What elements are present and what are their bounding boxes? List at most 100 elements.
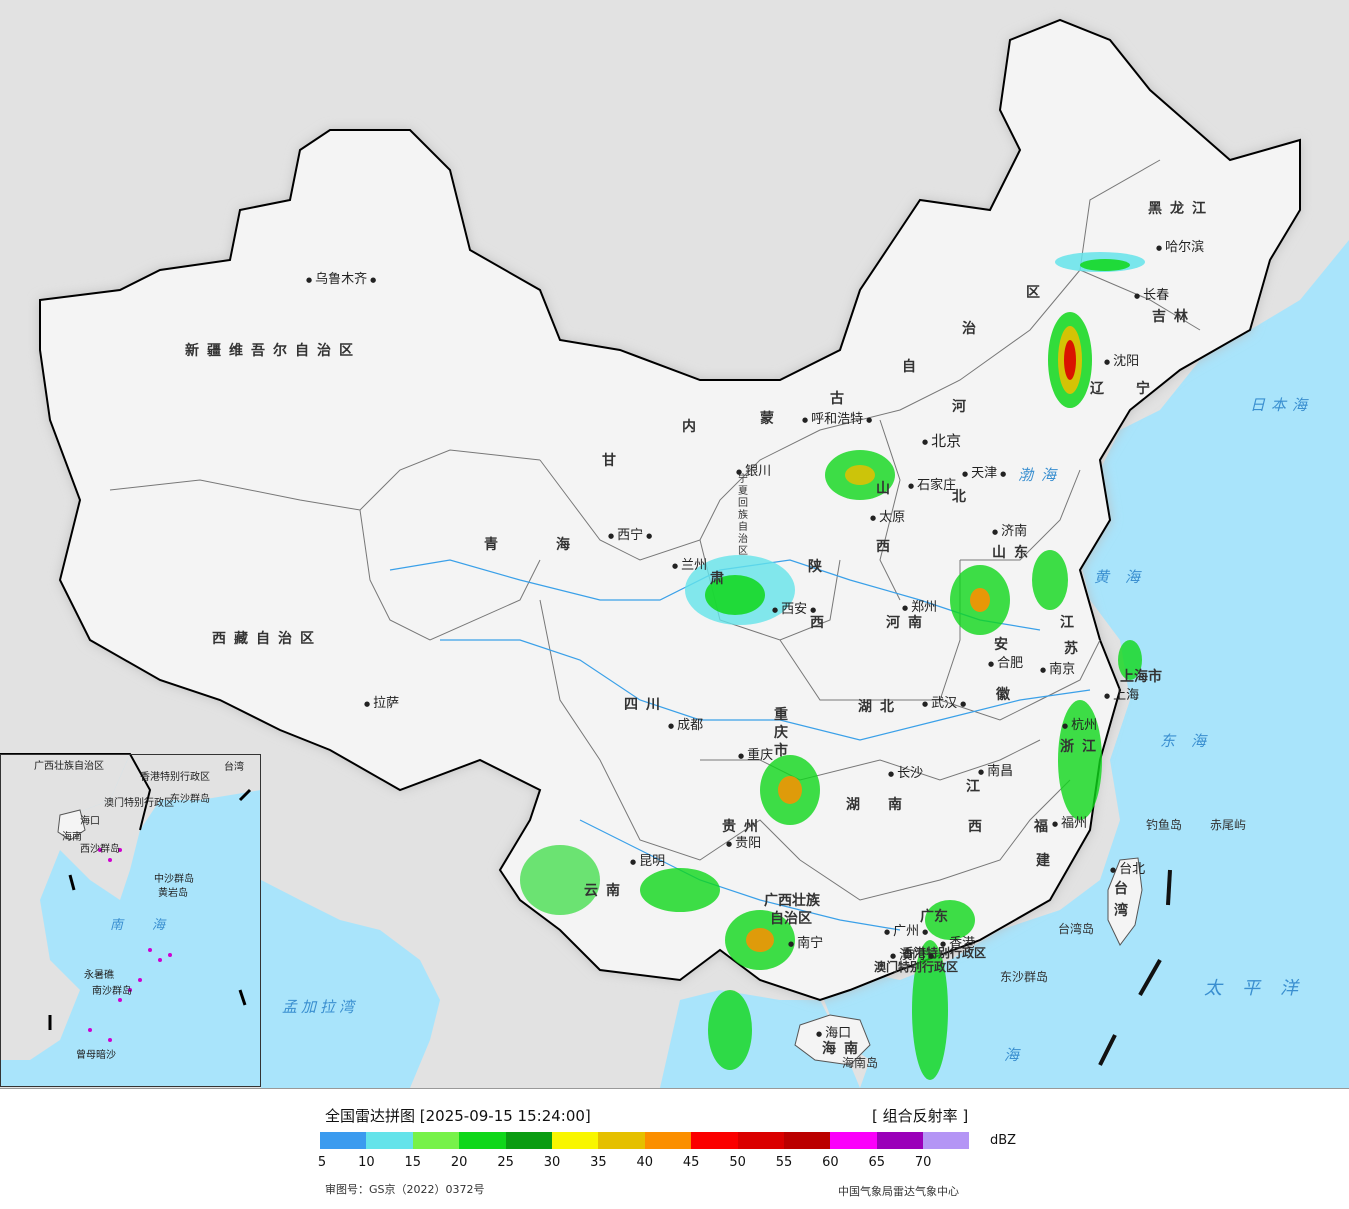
city-hangzhou: 杭州 — [1062, 714, 1097, 733]
inset-haikou: 海口 — [80, 816, 100, 827]
inset-macau: 澳门特别行政区 — [104, 798, 174, 809]
city-wuhan: 武汉 — [922, 692, 966, 711]
label-nmg-6: 区 — [1026, 285, 1040, 301]
label-taiwan-1: 台 — [1114, 881, 1128, 897]
label-jiangxi-1: 江 — [966, 779, 980, 795]
city-zhengzhou: 郑州 — [902, 596, 937, 615]
ocean — [820, 240, 1349, 1088]
city-hongkong: 香港 — [940, 932, 975, 951]
sea-yellow: 黄海 — [1094, 568, 1157, 586]
scale-swatch — [366, 1132, 413, 1149]
city-shenyang: 沈阳 — [1104, 350, 1139, 369]
inset-huangyan: 黄岩岛 — [158, 888, 188, 899]
scale-swatch — [737, 1132, 784, 1149]
ocean-bengal — [261, 880, 440, 1088]
inset-map — [0, 753, 261, 1087]
inset-guangxi: 广西壮族自治区 — [34, 761, 104, 772]
label-fujian-1: 福 — [1034, 819, 1048, 835]
scale-swatch — [783, 1132, 831, 1149]
scale-tick: 25 — [497, 1155, 514, 1170]
inset-nansha: 南沙群岛 — [92, 986, 132, 997]
label-xinjiang: 新疆维吾尔自治区 — [185, 343, 361, 359]
scale-swatch — [320, 1132, 367, 1149]
label-gansu-2: 肃 — [710, 571, 724, 587]
label-jiangxi-2: 西 — [968, 819, 982, 835]
city-xian: 西安 — [772, 598, 816, 617]
radar-echoes — [520, 252, 1145, 1080]
scale-tick: 30 — [543, 1155, 561, 1170]
scale-ticks: 5 10 15 20 25 30 35 40 45 50 55 60 65 70 — [0, 1155, 1349, 1173]
label-shanxi-2: 西 — [876, 539, 890, 555]
scale-tick: 20 — [450, 1155, 468, 1170]
label-liaoning-2: 宁 — [1136, 381, 1150, 397]
scale-tick: 15 — [404, 1155, 422, 1170]
city-kunming: 昆明 — [630, 850, 665, 869]
label-xizang: 西藏自治区 — [212, 631, 322, 647]
inset-hk: 香港特别行政区 — [140, 772, 210, 783]
city-taiyuan: 太原 — [870, 506, 905, 525]
city-chengdu: 成都 — [668, 714, 703, 733]
approval-number: 审图号：GS京（2022）0372号 — [325, 1183, 485, 1196]
label-guangxi-2: 自治区 — [770, 911, 812, 927]
city-urumqi: 乌鲁木齐 — [306, 268, 376, 287]
scale-tick: 65 — [868, 1155, 886, 1170]
label-qinghai-1: 青 — [484, 537, 498, 553]
city-beijing: 北京 — [922, 430, 961, 451]
island-chiwei: 赤尾屿 — [1210, 818, 1247, 832]
scale-swatch — [876, 1132, 924, 1149]
china-land — [39, 18, 1301, 1002]
sea-south-main: 海 — [1004, 1046, 1030, 1064]
scale-tick: 60 — [822, 1155, 839, 1170]
scale-tick: 55 — [775, 1155, 793, 1170]
label-qinghai-2: 海 — [556, 537, 570, 553]
label-taiwan-2: 湾 — [1114, 903, 1128, 919]
label-anhui-1: 安 — [994, 637, 1008, 653]
legend-product: [ 组合反射率 ] — [872, 1107, 969, 1125]
inset-yongshu: 永暑礁 — [84, 970, 114, 981]
scale-tick: 40 — [636, 1155, 654, 1170]
label-nmg-4: 自 — [902, 359, 916, 375]
sea-bohai: 渤海 — [1018, 466, 1065, 484]
label-henan: 河南 — [886, 615, 930, 631]
island-hainan: 海南岛 — [842, 1056, 879, 1070]
sea-bengal: 孟加拉湾 — [282, 998, 359, 1016]
city-shijiazhuang: 石家庄 — [908, 474, 956, 493]
dash-lines — [1098, 869, 1172, 1066]
label-gansu-1: 甘 — [602, 453, 616, 469]
city-guiyang: 贵阳 — [726, 832, 761, 851]
inset-sea-2: 海 — [152, 918, 166, 933]
legend-unit: dBZ — [990, 1133, 1017, 1148]
scale-swatch — [598, 1132, 645, 1149]
label-hunan-1: 湖 — [846, 797, 860, 813]
sea-east: 东海 — [1160, 732, 1223, 750]
label-nmg-1: 内 — [682, 419, 696, 435]
scale-tick: 70 — [914, 1155, 932, 1170]
label-jiangsu-1: 江 — [1060, 615, 1074, 631]
label-hebei-1: 河 — [952, 399, 966, 415]
label-jiangsu-2: 苏 — [1064, 641, 1078, 657]
island-dongsha: 东沙群岛 — [1000, 970, 1049, 984]
inset-zengmu: 曾母暗沙 — [76, 1050, 116, 1061]
label-hunan-2: 南 — [888, 797, 902, 813]
label-shanxi-1: 山 — [876, 481, 890, 497]
city-chongqing: 重庆 — [738, 744, 773, 763]
label-shaanxi-1: 陕 — [808, 559, 822, 575]
scale-swatch — [505, 1132, 552, 1149]
label-liaoning-1: 辽 — [1090, 381, 1104, 397]
scale-tick: 10 — [358, 1155, 375, 1170]
city-fuzhou: 福州 — [1052, 812, 1087, 831]
scale-swatch — [551, 1132, 599, 1149]
label-heilongjiang: 黑龙江 — [1148, 201, 1214, 217]
inset-zhongsha: 中沙群岛 — [154, 874, 194, 885]
label-anhui-2: 徽 — [996, 687, 1010, 703]
city-nanning: 南宁 — [788, 932, 823, 951]
scale-swatch — [923, 1132, 970, 1149]
inset-taiwan: 台湾 — [224, 762, 244, 773]
inset-frame — [0, 754, 261, 1087]
label-hainan: 海南 — [822, 1041, 866, 1057]
inset-xisha: 西沙群岛 — [80, 844, 120, 855]
label-zhejiang: 浙江 — [1060, 739, 1104, 755]
city-nanjing: 南京 — [1040, 658, 1075, 677]
label-hubei: 湖北 — [858, 699, 902, 715]
label-nmg-5: 治 — [962, 321, 976, 337]
